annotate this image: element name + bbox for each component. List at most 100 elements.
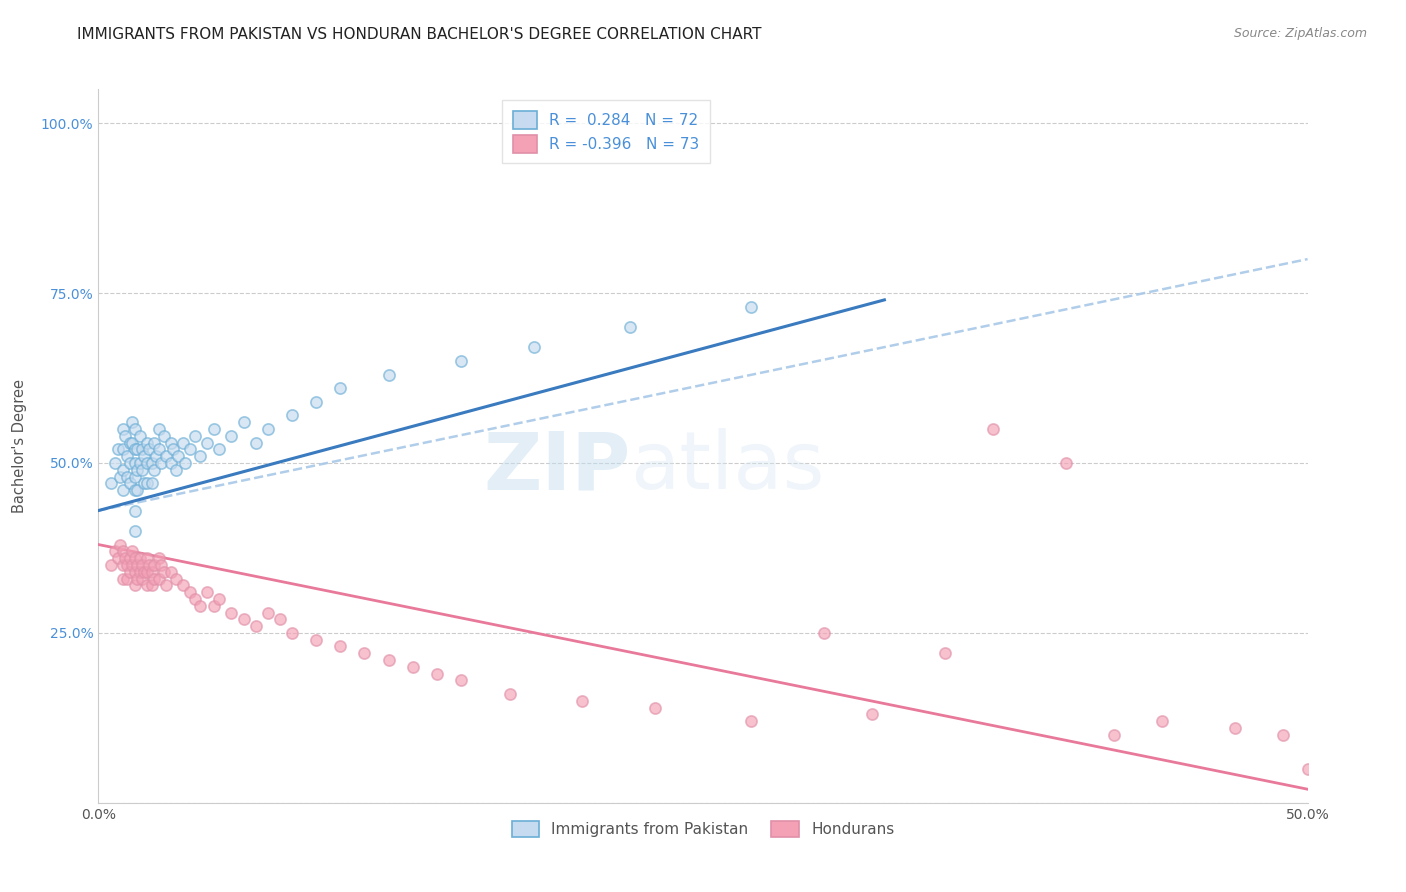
Point <box>269 612 291 626</box>
Point <box>221 606 243 620</box>
Point <box>204 599 226 613</box>
Point <box>934 646 956 660</box>
Point <box>188 599 211 613</box>
Point <box>353 646 375 660</box>
Point <box>108 469 131 483</box>
Point <box>127 483 149 498</box>
Point <box>523 341 546 355</box>
Point <box>111 442 134 457</box>
Point <box>1102 728 1125 742</box>
Point <box>981 422 1004 436</box>
Point <box>281 409 304 423</box>
Point <box>1272 728 1295 742</box>
Point <box>121 544 143 558</box>
Point <box>121 435 143 450</box>
Point <box>107 551 129 566</box>
Point <box>195 585 218 599</box>
Point <box>111 544 134 558</box>
Point <box>124 456 146 470</box>
Point <box>188 449 211 463</box>
Point <box>426 666 449 681</box>
Point <box>121 415 143 429</box>
Point <box>143 572 166 586</box>
Point <box>232 612 254 626</box>
Point <box>204 422 226 436</box>
Point <box>174 456 197 470</box>
Point <box>232 415 254 429</box>
Point <box>135 578 157 592</box>
Point <box>117 558 139 572</box>
Text: Source: ZipAtlas.com: Source: ZipAtlas.com <box>1233 27 1367 40</box>
Point <box>256 606 278 620</box>
Point <box>135 435 157 450</box>
Point <box>127 463 149 477</box>
Point <box>111 422 134 436</box>
Point <box>245 619 267 633</box>
Point <box>118 456 141 470</box>
Point <box>131 463 153 477</box>
Point <box>155 449 177 463</box>
Point <box>150 558 173 572</box>
Point <box>124 422 146 436</box>
Point <box>111 572 134 586</box>
Point <box>179 585 201 599</box>
Point <box>148 572 170 586</box>
Point <box>740 714 762 729</box>
Point <box>117 469 139 483</box>
Point <box>402 660 425 674</box>
Point <box>100 558 122 572</box>
Legend: Immigrants from Pakistan, Hondurans: Immigrants from Pakistan, Hondurans <box>503 814 903 845</box>
Point <box>172 578 194 592</box>
Point <box>118 551 141 566</box>
Point <box>141 456 163 470</box>
Point <box>619 320 641 334</box>
Point <box>135 551 157 566</box>
Point <box>329 640 352 654</box>
Y-axis label: Bachelor's Degree: Bachelor's Degree <box>13 379 27 513</box>
Point <box>377 653 399 667</box>
Point <box>184 429 207 443</box>
Point <box>124 483 146 498</box>
Text: IMMIGRANTS FROM PAKISTAN VS HONDURAN BACHELOR'S DEGREE CORRELATION CHART: IMMIGRANTS FROM PAKISTAN VS HONDURAN BAC… <box>77 27 762 42</box>
Point <box>329 381 352 395</box>
Point <box>127 558 149 572</box>
Point <box>160 456 183 470</box>
Point <box>117 572 139 586</box>
Point <box>160 565 183 579</box>
Point <box>148 422 170 436</box>
Point <box>108 537 131 551</box>
Point <box>104 544 127 558</box>
Point <box>1054 456 1077 470</box>
Point <box>135 565 157 579</box>
Point <box>148 442 170 457</box>
Point <box>167 449 190 463</box>
Point <box>179 442 201 457</box>
Point <box>208 591 231 606</box>
Point <box>1223 721 1246 735</box>
Point <box>131 572 153 586</box>
Point <box>128 565 150 579</box>
Point <box>160 435 183 450</box>
Point <box>162 442 184 457</box>
Point <box>121 558 143 572</box>
Point <box>143 463 166 477</box>
Point <box>145 449 167 463</box>
Point <box>124 469 146 483</box>
Point <box>128 551 150 566</box>
Point <box>131 442 153 457</box>
Point <box>138 442 160 457</box>
Point <box>148 551 170 566</box>
Point <box>195 435 218 450</box>
Point <box>127 442 149 457</box>
Point <box>128 456 150 470</box>
Point <box>305 394 328 409</box>
Point <box>740 300 762 314</box>
Point <box>124 524 146 538</box>
Point <box>118 565 141 579</box>
Point <box>143 435 166 450</box>
Point <box>245 435 267 450</box>
Point <box>155 578 177 592</box>
Point <box>124 442 146 457</box>
Point <box>131 558 153 572</box>
Point <box>134 476 156 491</box>
